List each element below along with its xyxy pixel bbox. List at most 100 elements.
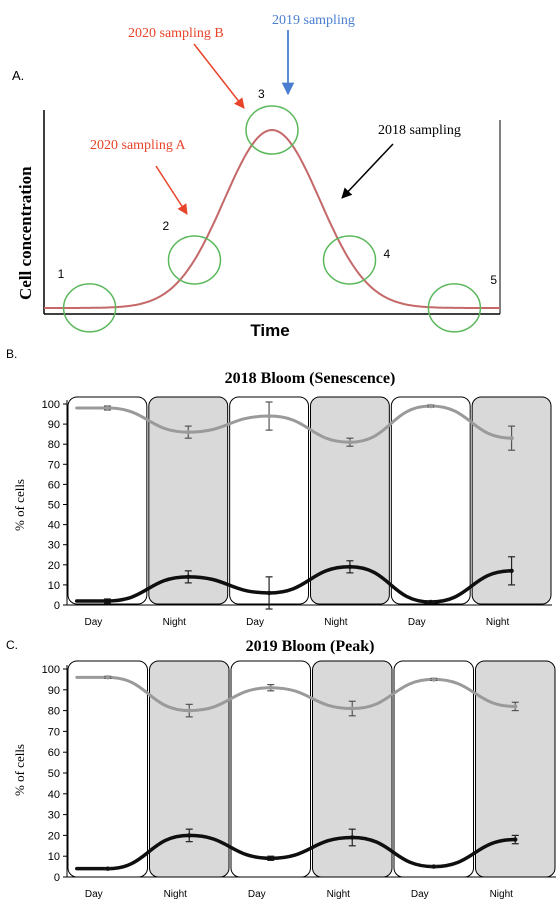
y-tick-label: 80	[48, 439, 60, 451]
sampling-point-circle-3	[245, 105, 299, 155]
data-point	[266, 413, 272, 419]
series-line-0	[75, 404, 514, 444]
x-tick-label: Day	[248, 889, 266, 899]
x-tick-label: Night	[327, 889, 351, 899]
annotation-2020-sampling-b: 2020 sampling B	[128, 26, 224, 41]
panel-c-plot: 0 10 20 30 40 50 60 70 80 90 100 Day Night Day Night Da…	[42, 660, 556, 899]
sampling-point-label-1: 1	[58, 267, 65, 281]
panel-c-2019-bloom: C. 2019 Bloom (Peak) % of cells 0 10 20 30 4…	[6, 638, 556, 899]
y-tick-label: 70	[48, 726, 60, 738]
sampling-point-label-5: 5	[490, 273, 497, 287]
data-point	[266, 590, 272, 596]
x-tick-label: Night	[324, 617, 348, 628]
data-point	[513, 837, 518, 842]
period-box-day	[67, 396, 148, 605]
data-point	[187, 833, 192, 838]
panel-c-title: 2019 Bloom (Peak)	[246, 638, 375, 655]
y-tick-label: 100	[42, 399, 60, 411]
x-tick-label: Day	[85, 617, 103, 628]
sampling-point-label-2: 2	[162, 219, 169, 233]
y-tick-label: 50	[48, 500, 60, 512]
arrow-2020-sampling-b	[193, 43, 245, 109]
data-point	[513, 704, 518, 709]
period-box-night	[148, 396, 229, 605]
y-tick-label: 10	[48, 580, 60, 592]
panel-a-bloom-curve: A. Cell concentration Time 1 2 3 4 5 2020 sa…	[12, 13, 501, 340]
x-tick-label: Day	[85, 889, 103, 899]
x-tick-label: Night	[164, 889, 188, 899]
period-box-day	[393, 660, 474, 878]
panel-b-letter: B.	[6, 347, 17, 361]
y-tick-label: 70	[48, 459, 60, 471]
sampling-point-label-3: 3	[258, 87, 265, 101]
data-point	[347, 564, 353, 570]
panel-b-2018-bloom: B. 2018 Bloom (Senescence) % of cells 0 1…	[6, 347, 552, 628]
data-point	[350, 706, 355, 711]
y-tick-label: 30	[48, 540, 60, 552]
y-tick-label: 0	[54, 872, 60, 884]
series-line-1	[75, 833, 517, 871]
y-tick-label: 10	[48, 851, 60, 863]
annotation-2019-sampling: 2019 sampling	[272, 13, 355, 28]
data-point	[509, 568, 514, 574]
y-tick-label: 20	[48, 830, 60, 842]
data-point	[105, 598, 110, 604]
period-box-day	[390, 396, 471, 605]
y-tick-label: 20	[48, 560, 60, 572]
x-tick-label: Night	[163, 617, 187, 628]
x-tick-label: Day	[408, 617, 426, 628]
data-point	[268, 685, 273, 690]
panel-c-ylabel: % of cells	[12, 744, 27, 796]
data-point	[268, 856, 273, 861]
y-tick-label: 30	[48, 810, 60, 822]
period-box-night	[471, 396, 552, 605]
data-point	[347, 439, 353, 445]
data-point	[105, 675, 110, 680]
panel-b-plot: 0 10 20 30 40 50 60 70 80 90 100 Day Night Day Night Da…	[42, 396, 552, 628]
y-tick-label: 0	[54, 600, 60, 612]
panel-a-ylabel: Cell concentration	[16, 166, 35, 300]
period-box-night	[310, 396, 390, 605]
data-point	[187, 708, 192, 713]
data-point	[350, 835, 355, 840]
bloom-curve-line	[44, 128, 500, 309]
annotation-2020-sampling-a: 2020 sampling A	[90, 138, 187, 153]
arrow-2020-sampling-a	[155, 165, 188, 215]
x-tick-label: Day	[411, 889, 429, 899]
y-tick-label: 40	[48, 789, 60, 801]
sampling-point-circle-1	[62, 283, 117, 333]
series-line-0	[75, 675, 517, 713]
y-tick-label: 50	[48, 768, 60, 780]
data-point	[428, 599, 433, 605]
y-tick-label: 60	[48, 747, 60, 759]
x-tick-label: Night	[486, 617, 510, 628]
sampling-point-circle-5	[427, 283, 482, 333]
arrow-2018-sampling	[341, 143, 394, 199]
data-point	[105, 866, 110, 871]
panel-c-letter: C.	[6, 638, 18, 652]
data-point	[105, 405, 110, 411]
bloom-sampling-points: 1 2 3 4 5	[58, 87, 497, 333]
panel-a-letter: A.	[12, 68, 24, 83]
panel-b-ylabel: % of cells	[12, 479, 27, 531]
y-tick-label: 40	[48, 520, 60, 532]
y-tick-label: 90	[48, 685, 60, 697]
y-tick-label: 80	[48, 706, 60, 718]
y-tick-label: 90	[48, 419, 60, 431]
sampling-point-circle-4	[322, 235, 377, 285]
data-point	[186, 574, 191, 580]
series-line-1	[74, 565, 514, 604]
data-point	[509, 435, 514, 441]
data-point	[431, 864, 436, 869]
x-tick-label: Day	[246, 617, 264, 628]
y-tick-label: 100	[42, 664, 60, 676]
data-point	[186, 429, 191, 435]
y-tick-label: 60	[48, 479, 60, 491]
data-point	[428, 403, 433, 409]
panel-a-xlabel: Time	[250, 321, 289, 340]
data-point	[431, 677, 436, 682]
period-box-day	[67, 660, 148, 878]
sampling-point-label-4: 4	[384, 247, 391, 261]
x-tick-label: Night	[490, 889, 514, 899]
